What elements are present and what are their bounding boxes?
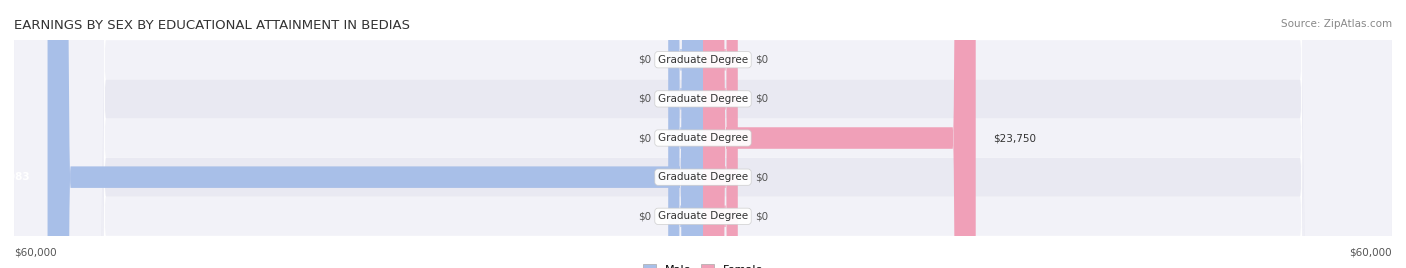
- FancyBboxPatch shape: [703, 0, 738, 268]
- Text: $0: $0: [638, 55, 651, 65]
- Text: $0: $0: [755, 172, 768, 182]
- Text: $0: $0: [638, 133, 651, 143]
- FancyBboxPatch shape: [14, 0, 1392, 268]
- FancyBboxPatch shape: [703, 0, 738, 268]
- Text: Graduate Degree: Graduate Degree: [658, 55, 748, 65]
- Text: $60,000: $60,000: [1350, 247, 1392, 257]
- FancyBboxPatch shape: [14, 0, 1392, 268]
- Text: $0: $0: [638, 94, 651, 104]
- Legend: Male, Female: Male, Female: [638, 259, 768, 268]
- Text: EARNINGS BY SEX BY EDUCATIONAL ATTAINMENT IN BEDIAS: EARNINGS BY SEX BY EDUCATIONAL ATTAINMEN…: [14, 19, 411, 32]
- FancyBboxPatch shape: [48, 0, 703, 268]
- Text: $60,000: $60,000: [14, 247, 56, 257]
- Text: $0: $0: [755, 94, 768, 104]
- Text: $0: $0: [638, 211, 651, 221]
- FancyBboxPatch shape: [669, 0, 703, 268]
- FancyBboxPatch shape: [14, 0, 1392, 268]
- Text: $23,750: $23,750: [993, 133, 1036, 143]
- FancyBboxPatch shape: [669, 0, 703, 268]
- Text: Graduate Degree: Graduate Degree: [658, 172, 748, 182]
- Text: $57,083: $57,083: [0, 172, 31, 182]
- Text: Source: ZipAtlas.com: Source: ZipAtlas.com: [1281, 19, 1392, 29]
- FancyBboxPatch shape: [703, 0, 976, 268]
- Text: Graduate Degree: Graduate Degree: [658, 94, 748, 104]
- FancyBboxPatch shape: [14, 0, 1392, 268]
- FancyBboxPatch shape: [14, 0, 1392, 268]
- Text: $0: $0: [755, 55, 768, 65]
- Text: Graduate Degree: Graduate Degree: [658, 211, 748, 221]
- FancyBboxPatch shape: [703, 0, 738, 268]
- FancyBboxPatch shape: [703, 0, 738, 268]
- FancyBboxPatch shape: [669, 0, 703, 268]
- FancyBboxPatch shape: [669, 0, 703, 268]
- Text: Graduate Degree: Graduate Degree: [658, 133, 748, 143]
- Text: $0: $0: [755, 211, 768, 221]
